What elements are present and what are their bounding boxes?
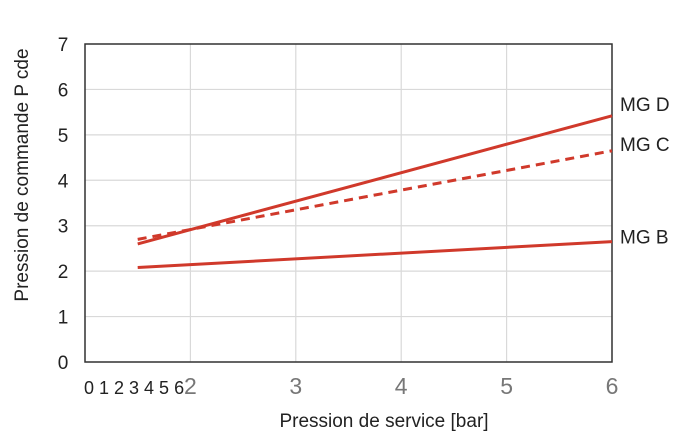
y-tick-label: 6 [58,80,69,101]
series-layer [137,114,613,270]
y-tick-label: 0 [58,353,69,374]
y-tick-label: 1 [58,308,69,329]
x-tick-label: 3 [289,373,302,399]
plot-frame [84,43,613,363]
series-label: MG D [620,95,670,116]
series-labels: MG D MG C MG B [620,95,670,249]
x-tick-label: 6 [606,373,619,399]
y-tick-label: 2 [58,262,69,283]
y-tick-label: 5 [58,126,69,147]
x-tick-label: 2 [184,373,197,399]
y-tick-label: 7 [58,35,69,56]
series-label: MG B [620,228,669,249]
series-line-mg-d [137,114,613,246]
x-tick-label: 4 [395,373,408,399]
series-line-mg-c [137,149,613,241]
x-tick-label: 5 [500,373,513,399]
y-tick-label: 4 [58,171,69,192]
series-label: MG C [620,135,670,156]
grid-lines [84,43,613,363]
y-tick-labels: 0 1 2 3 4 5 6 7 [58,35,69,374]
series-line-mg-b [137,240,613,270]
x-axis-label: Pression de service [bar] [279,411,488,432]
y-axis-label: Pression de commande P cde [12,48,33,301]
y-tick-label: 3 [58,217,69,238]
x-minor-tick-labels: 0 1 2 3 4 5 6 [84,378,184,398]
x-tick-labels: 2 3 4 5 6 [184,373,618,399]
